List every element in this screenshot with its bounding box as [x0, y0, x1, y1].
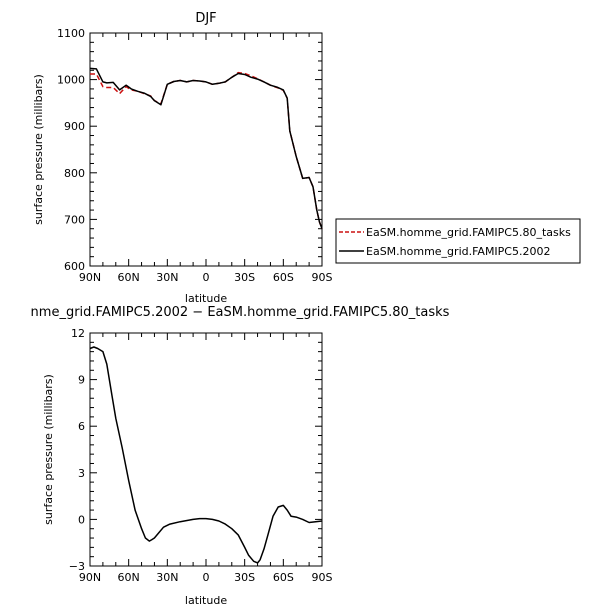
tick-group: 90N 60N 30N 0 30S 60S 90S −3 0 3 6 9 12	[69, 327, 333, 584]
y-axis-label: surface pressure (millibars)	[32, 74, 45, 225]
y-axis-label: surface pressure (millibars)	[42, 374, 55, 525]
series-group	[89, 346, 323, 564]
y-tick-label: 700	[64, 213, 85, 226]
x-axis-label: latitude	[185, 292, 227, 305]
x-tick-label: 30N	[156, 271, 178, 284]
series-line-80-tasks	[90, 71, 323, 229]
y-tick-label: 1100	[57, 27, 85, 40]
series-line-2002	[89, 346, 323, 564]
y-tick-label: 9	[78, 374, 85, 387]
y-tick-label: 900	[64, 120, 85, 133]
y-tick-label: 800	[64, 167, 85, 180]
series-group	[89, 67, 323, 229]
y-tick-label: 1000	[57, 74, 85, 87]
x-axis-label: latitude	[185, 594, 227, 607]
x-tick-label: 90S	[312, 271, 333, 284]
x-tick-label: 60S	[273, 271, 294, 284]
x-tick-label: 0	[203, 271, 210, 284]
y-tick-label: 3	[78, 467, 85, 480]
x-tick-label: 90N	[79, 271, 101, 284]
x-tick-label: 30S	[234, 271, 255, 284]
top-chart: DJF 90N 60N 30N 0 30S 60S 90S 600 700 800 900 1000 1…	[32, 11, 581, 305]
y-tick-label: 6	[78, 420, 85, 433]
legend-box	[335, 218, 581, 264]
y-tick-label: 12	[71, 327, 85, 340]
y-tick-label: 0	[78, 513, 85, 526]
series-line-2002	[89, 67, 323, 229]
tick-group: 90N 60N 30N 0 30S 60S 90S 600 700 800 900 1000 1100	[57, 27, 333, 284]
x-tick-label: 60N	[118, 571, 140, 584]
x-tick-label: 30N	[156, 571, 178, 584]
chart-title: nme_grid.FAMIPC5.2002 − EaSM.homme_grid.…	[31, 305, 450, 320]
x-tick-label: 30S	[234, 571, 255, 584]
x-tick-label: 60S	[273, 571, 294, 584]
x-tick-label: 90S	[312, 571, 333, 584]
y-tick-label: 600	[64, 260, 85, 273]
plot-frame	[89, 332, 323, 567]
legend: EaSM.homme_grid.FAMIPC5.80_tasks EaSM.hom…	[335, 218, 581, 264]
chart-title: DJF	[195, 11, 216, 26]
x-tick-label: 90N	[79, 571, 101, 584]
y-tick-label: −3	[69, 560, 85, 573]
x-tick-label: 0	[203, 571, 210, 584]
legend-entry: EaSM.homme_grid.FAMIPC5.80_tasks	[366, 226, 571, 239]
x-tick-label: 60N	[118, 271, 140, 284]
plot-frame	[89, 32, 323, 267]
bottom-chart: nme_grid.FAMIPC5.2002 − EaSM.homme_grid.…	[31, 305, 450, 607]
legend-entry: EaSM.homme_grid.FAMIPC5.2002	[366, 245, 550, 258]
